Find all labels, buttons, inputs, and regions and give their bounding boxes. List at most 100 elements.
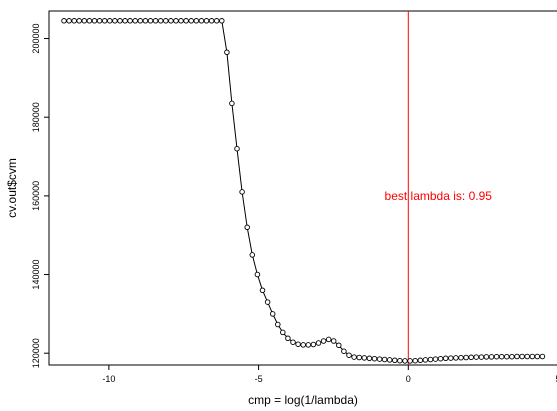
data-point bbox=[539, 353, 546, 360]
data-point bbox=[305, 342, 312, 348]
data-point bbox=[386, 357, 393, 363]
data-point bbox=[478, 354, 485, 360]
data-point bbox=[356, 354, 362, 361]
data-point bbox=[173, 18, 179, 24]
data-point bbox=[86, 18, 93, 24]
data-point bbox=[112, 18, 118, 24]
data-point bbox=[402, 358, 408, 364]
data-point bbox=[336, 342, 342, 349]
y-tick-label: 180000 bbox=[31, 102, 41, 132]
data-point bbox=[224, 49, 230, 56]
data-point bbox=[244, 224, 250, 231]
data-point bbox=[300, 342, 306, 348]
data-point bbox=[504, 353, 510, 360]
data-point bbox=[397, 357, 403, 364]
y-tick-label: 160000 bbox=[31, 181, 41, 211]
data-point bbox=[183, 18, 189, 24]
data-point bbox=[157, 18, 164, 24]
data-point bbox=[117, 18, 123, 24]
data-point bbox=[122, 18, 128, 24]
data-point bbox=[310, 341, 317, 348]
data-point bbox=[341, 348, 347, 354]
data-point bbox=[249, 252, 256, 258]
data-point bbox=[514, 353, 520, 360]
data-point bbox=[275, 321, 281, 328]
data-point bbox=[127, 18, 133, 24]
x-axis: -10 -5 0 5 bbox=[102, 365, 557, 384]
data-point bbox=[168, 18, 174, 24]
data-point bbox=[315, 340, 322, 346]
data-point bbox=[107, 18, 113, 24]
data-point bbox=[412, 357, 418, 364]
x-tick-label: 5 bbox=[555, 374, 557, 384]
data-point bbox=[524, 353, 530, 360]
data-point bbox=[178, 18, 184, 24]
data-point bbox=[132, 18, 138, 24]
x-tick-label: -10 bbox=[102, 374, 115, 384]
x-tick-label: 0 bbox=[406, 374, 411, 384]
data-point bbox=[346, 352, 352, 358]
data-point bbox=[427, 356, 434, 363]
data-point bbox=[193, 18, 200, 24]
y-axis-label: cv.out$cvm bbox=[5, 158, 19, 218]
data-point bbox=[91, 18, 98, 24]
data-point bbox=[534, 353, 541, 360]
data-point bbox=[137, 18, 144, 24]
data-point bbox=[229, 100, 235, 107]
series-points bbox=[61, 18, 546, 364]
x-axis-label: cmp = log(1/lambda) bbox=[248, 393, 358, 407]
best-lambda-annotation: best lambda is: 0.95 bbox=[385, 189, 493, 203]
data-point bbox=[208, 18, 215, 24]
data-point bbox=[498, 353, 505, 360]
data-point bbox=[76, 18, 82, 24]
data-point bbox=[81, 18, 88, 24]
data-point bbox=[361, 355, 368, 361]
data-point bbox=[203, 18, 210, 24]
data-point bbox=[285, 335, 291, 342]
y-tick-label: 200000 bbox=[31, 24, 41, 54]
data-point bbox=[219, 18, 225, 24]
data-point bbox=[529, 353, 536, 360]
data-point bbox=[163, 18, 169, 24]
data-point bbox=[198, 18, 205, 24]
data-point bbox=[473, 354, 480, 360]
data-point bbox=[453, 355, 459, 361]
y-tick-label: 120000 bbox=[31, 338, 41, 368]
data-point bbox=[71, 18, 77, 24]
data-point bbox=[509, 353, 515, 360]
data-point bbox=[407, 358, 413, 364]
data-point bbox=[269, 311, 276, 317]
data-point bbox=[468, 354, 474, 361]
data-point bbox=[376, 356, 383, 362]
data-point bbox=[351, 354, 357, 360]
data-point bbox=[213, 18, 220, 24]
data-point bbox=[437, 355, 444, 362]
data-point bbox=[280, 329, 286, 336]
data-point bbox=[254, 271, 261, 278]
data-point bbox=[61, 18, 67, 24]
data-point bbox=[432, 356, 439, 362]
data-point bbox=[493, 353, 500, 360]
data-point bbox=[325, 336, 332, 343]
data-point bbox=[330, 338, 337, 344]
data-point bbox=[290, 339, 296, 345]
data-point bbox=[152, 18, 159, 24]
data-point bbox=[442, 355, 449, 362]
data-point bbox=[259, 287, 266, 294]
y-tick-label: 140000 bbox=[31, 260, 41, 290]
plot-frame bbox=[48, 10, 557, 366]
data-point bbox=[417, 357, 424, 364]
data-point bbox=[463, 354, 469, 361]
y-axis: 120000 140000 160000 180000 200000 bbox=[31, 24, 49, 368]
data-point bbox=[488, 354, 495, 360]
data-point bbox=[366, 355, 373, 362]
data-point bbox=[234, 145, 240, 152]
data-point bbox=[381, 356, 388, 363]
data-point bbox=[101, 18, 108, 24]
x-tick-label: -5 bbox=[255, 374, 263, 384]
data-point bbox=[188, 18, 194, 24]
data-point bbox=[96, 18, 103, 24]
data-point bbox=[448, 355, 454, 361]
data-point bbox=[458, 354, 464, 361]
